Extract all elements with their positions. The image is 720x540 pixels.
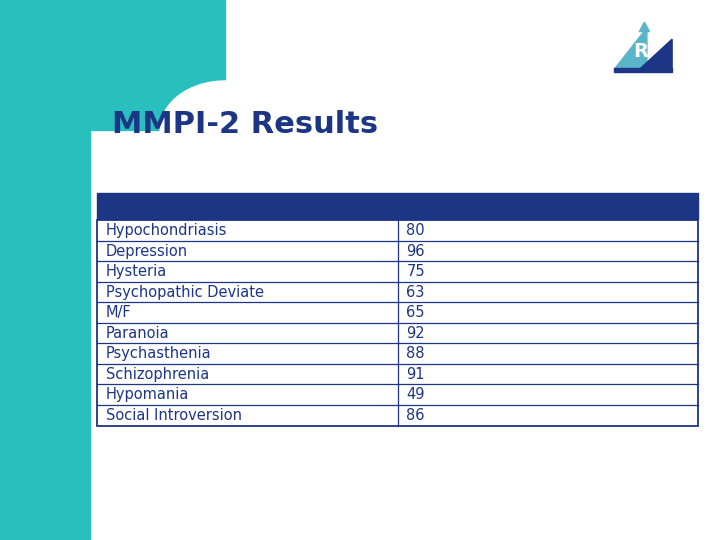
Text: Social Introversion: Social Introversion [106,408,242,423]
Text: 88: 88 [406,346,425,361]
Text: 92: 92 [406,326,425,341]
Bar [0,0,225,130]
Text: 49: 49 [406,387,425,402]
Bar [0,0,90,540]
Bar [97,220,698,426]
Text: 86: 86 [406,408,425,423]
Text: R: R [634,42,648,61]
Text: Hysteria: Hysteria [106,264,167,279]
Text: 80: 80 [406,223,425,238]
Text: M/F: M/F [106,305,132,320]
Bar [614,68,672,72]
Text: Hypomania: Hypomania [106,387,189,402]
Text: Depression: Depression [106,244,188,259]
Text: Paranoia: Paranoia [106,326,169,341]
Bar [225,81,289,130]
Text: Schizophrenia: Schizophrenia [106,367,209,382]
Text: MMPI-2 Results: MMPI-2 Results [112,110,378,139]
Text: 75: 75 [406,264,425,279]
Text: 91: 91 [406,367,425,382]
Bar [97,193,698,219]
Text: 63: 63 [406,285,425,300]
Text: 96: 96 [406,244,425,259]
Circle shape [160,81,289,178]
Text: Psychasthenia: Psychasthenia [106,346,212,361]
Polygon shape [639,39,672,69]
Text: Psychopathic Deviate: Psychopathic Deviate [106,285,264,300]
Polygon shape [614,28,647,69]
Text: Hypochondriasis: Hypochondriasis [106,223,228,238]
Text: 65: 65 [406,305,425,320]
Polygon shape [639,22,649,31]
